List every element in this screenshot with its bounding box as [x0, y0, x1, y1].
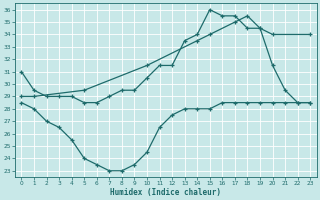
- X-axis label: Humidex (Indice chaleur): Humidex (Indice chaleur): [110, 188, 221, 197]
